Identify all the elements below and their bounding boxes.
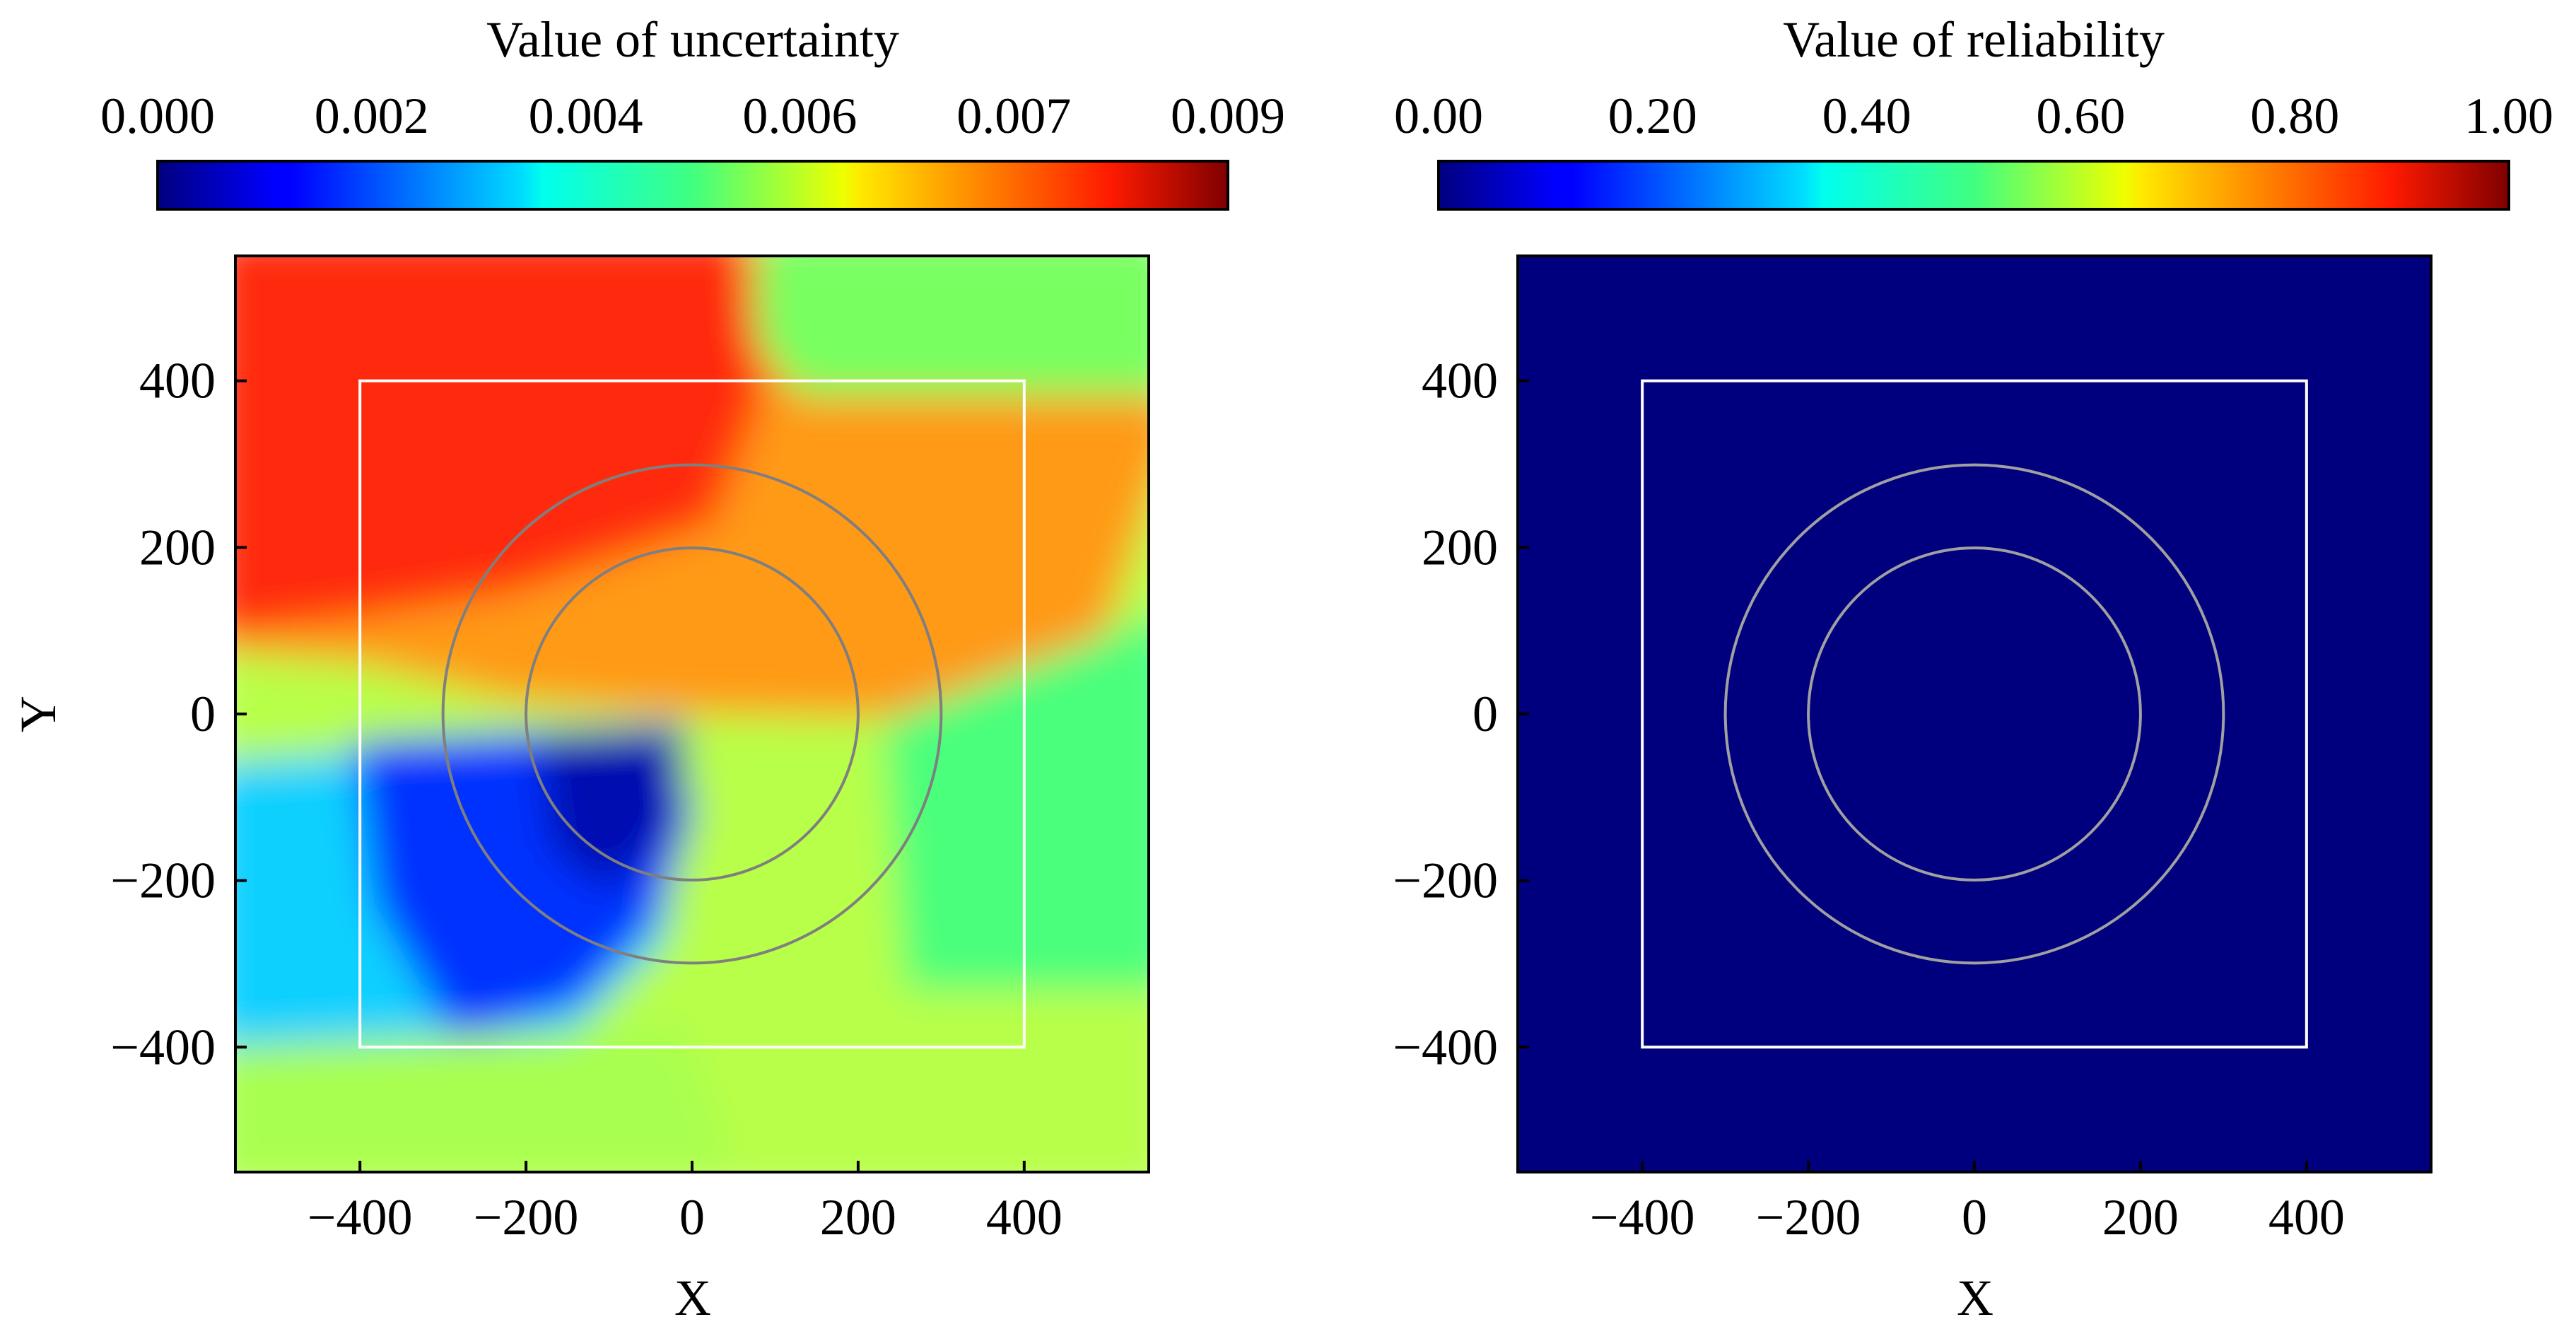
colorbar-tick-label: 1.00: [2464, 88, 2553, 144]
overlay-uncertainty: [358, 379, 1026, 1049]
circle-outline: [1807, 546, 2142, 882]
y-ticks-uncertainty: −400 −200 0 200 400: [110, 353, 247, 1075]
colorbar-tick-label: 0.004: [529, 88, 643, 144]
y-tick-label: −400: [110, 1019, 216, 1075]
y-tick-label: −200: [110, 853, 216, 909]
y-axis-label-uncertainty: Y: [10, 696, 66, 732]
x-tick-label: −400: [308, 1189, 413, 1246]
reliability-panel: Value of reliability 0.00 0.20 0.40 0.60 0.8…: [1393, 11, 2553, 1326]
circle-outline: [525, 546, 860, 882]
x-tick-label: −400: [1590, 1189, 1695, 1246]
x-tick-label: 0: [679, 1189, 705, 1246]
y-tick-label: 400: [1422, 353, 1498, 409]
x-tick-label: 0: [1962, 1189, 1987, 1246]
colorbar-tick-label: 0.20: [1608, 88, 1697, 144]
y-tick-label: −400: [1393, 1019, 1498, 1075]
colorbar-tick-label: 0.40: [1822, 88, 1911, 144]
x-tick-label: 400: [986, 1189, 1062, 1246]
colorbar-tick-label: 0.002: [315, 88, 429, 144]
colorbar-tick-label: 0.009: [1171, 88, 1285, 144]
y-tick-label: −200: [1393, 853, 1498, 909]
x-ticks-uncertainty: −400 −200 0 200 400: [308, 1161, 1062, 1246]
x-ticks-reliability: −400 −200 0 200 400: [1590, 1161, 2345, 1246]
circle-outline: [1723, 463, 2225, 965]
x-tick-label: −200: [474, 1189, 579, 1246]
square-region-outline: [1641, 379, 2308, 1049]
region-center-dark: [537, 728, 686, 891]
y-tick-label: 200: [139, 519, 216, 575]
colorbar-tick-label: 0.00: [1394, 88, 1483, 144]
x-tick-label: 200: [820, 1189, 896, 1246]
overlay-reliability: [1641, 379, 2308, 1049]
y-tick-label: 0: [190, 686, 216, 742]
colorbar-ticks-reliability: 0.00 0.20 0.40 0.60 0.80 1.00: [1394, 88, 2553, 144]
y-tick-label: 400: [139, 353, 216, 409]
x-axis-label-reliability: X: [1957, 1270, 1994, 1326]
y-ticks-reliability: −400 −200 0 200 400: [1393, 353, 1529, 1075]
colorbar-ticks-uncertainty: 0.000 0.002 0.004 0.006 0.007 0.009: [100, 88, 1285, 144]
region-center-right-green: [884, 617, 1149, 990]
circle-outline: [441, 463, 943, 965]
uncertainty-panel: Value of uncertainty 0.000 0.002 0.004 0.00…: [10, 11, 1285, 1326]
x-tick-label: 400: [2268, 1189, 2345, 1246]
colorbar-tick-label: 0.60: [2036, 88, 2125, 144]
x-tick-label: −200: [1756, 1189, 1861, 1246]
y-tick-label: 200: [1422, 519, 1498, 575]
region-lower-band-green: [235, 1025, 735, 1172]
colorbar-uncertainty: [156, 160, 1229, 211]
colorbar-title-reliability: Value of reliability: [1783, 11, 2165, 68]
uncertainty-field: [235, 256, 1149, 1172]
x-tick-label: 200: [2102, 1189, 2179, 1246]
region-top-right-green: [756, 256, 1149, 396]
colorbar-tick-label: 0.000: [100, 88, 215, 144]
x-axis-label-uncertainty: X: [674, 1270, 711, 1326]
colorbar-tick-label: 0.007: [956, 88, 1071, 144]
colorbar-tick-label: 0.80: [2250, 88, 2339, 144]
y-tick-label: 0: [1473, 686, 1498, 742]
region-top-left-red: [235, 256, 763, 634]
square-region-outline: [358, 379, 1026, 1049]
colorbar-reliability: [1437, 160, 2510, 211]
colorbar-title-uncertainty: Value of uncertainty: [486, 11, 899, 68]
reliability-field: [1518, 256, 2431, 1172]
colorbar-tick-label: 0.006: [742, 88, 857, 144]
